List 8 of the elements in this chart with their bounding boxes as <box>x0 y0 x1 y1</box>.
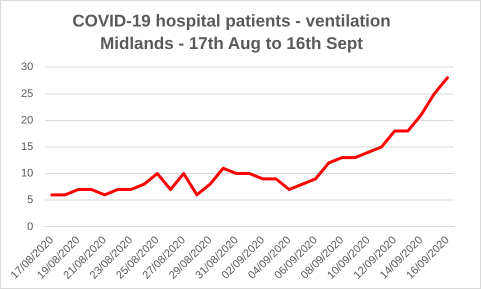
y-tick-label: 10 <box>20 168 34 180</box>
chart-title: COVID-19 hospital patients - ventilation Midlands - 17th Aug to 16th Sept <box>72 12 391 53</box>
y-tick-label: 30 <box>20 61 34 74</box>
y-tick-label: 0 <box>27 220 34 233</box>
y-tick-label: 15 <box>20 141 34 153</box>
y-tick-label: 20 <box>20 114 34 126</box>
y-tick-label: 5 <box>27 194 34 206</box>
y-tick-label: 25 <box>20 88 34 100</box>
